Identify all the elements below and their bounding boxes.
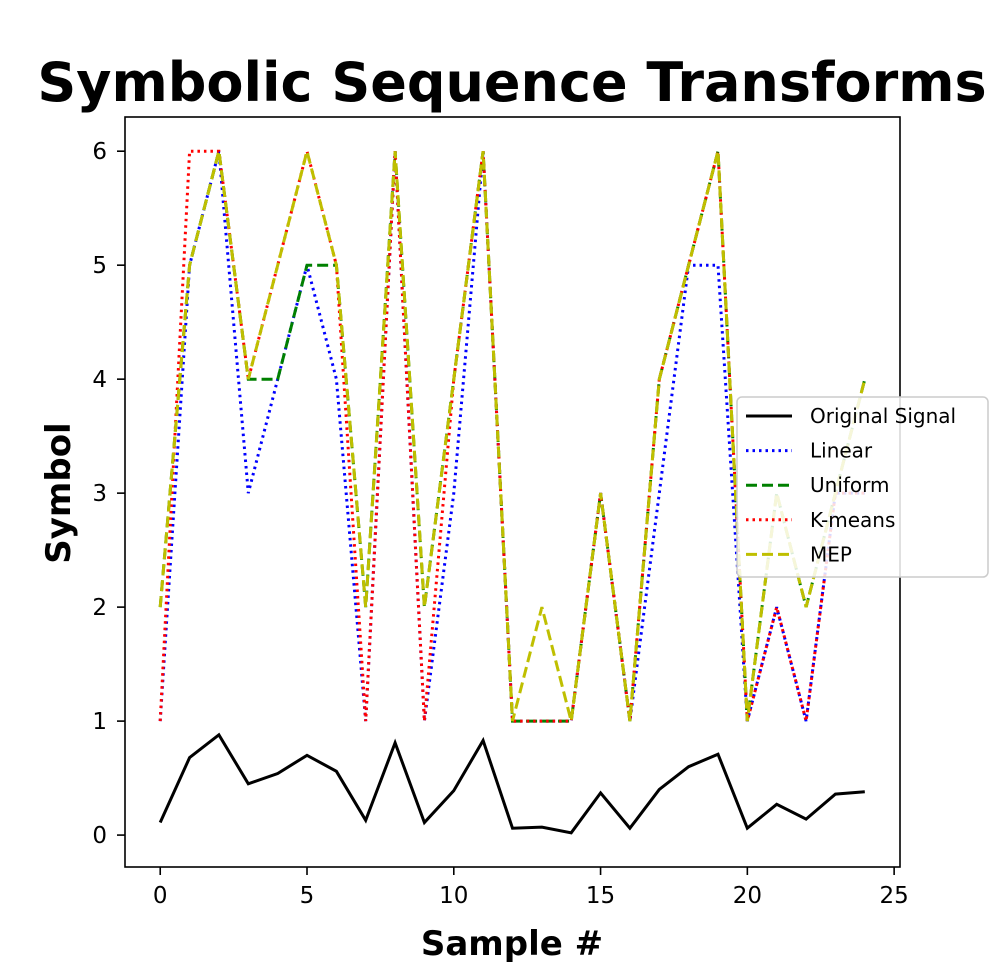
y-tick-label: 1 xyxy=(92,709,107,735)
legend-box xyxy=(736,396,989,578)
legend-label-1: Linear xyxy=(810,439,873,463)
x-tick-label: 15 xyxy=(586,883,615,909)
series-line-0 xyxy=(158,732,865,835)
y-tick-label: 0 xyxy=(92,823,107,849)
chart-title: Symbolic Sequence Transforms xyxy=(37,51,986,114)
legend: Original Signal Linear Uniform K-means MEP xyxy=(736,396,989,578)
x-tick-label: 10 xyxy=(439,883,468,909)
y-tick-label: 3 xyxy=(92,481,107,507)
y-tick-label: 4 xyxy=(92,367,107,393)
y-tick-label: 2 xyxy=(92,595,107,621)
x-tick-label: 20 xyxy=(733,883,762,909)
legend-label-4: MEP xyxy=(810,542,852,566)
y-tick-label: 6 xyxy=(92,139,107,165)
x-axis-label: Sample # xyxy=(421,924,603,964)
legend-label-0: Original Signal xyxy=(810,404,956,428)
x-tick-label: 25 xyxy=(879,883,908,909)
y-axis-label: Symbol xyxy=(39,422,79,563)
x-tick-label: 0 xyxy=(153,883,168,909)
series-line-4 xyxy=(158,150,867,722)
legend-label-2: Uniform xyxy=(810,473,890,497)
y-tick-label: 5 xyxy=(92,253,107,279)
legend-label-3: K-means xyxy=(810,508,895,532)
x-tick-label: 5 xyxy=(300,883,315,909)
plot-area xyxy=(158,149,867,835)
axis-ticks: 0 5 10 15 20 25 0 1 2 3 4 5 6 xyxy=(92,139,908,909)
